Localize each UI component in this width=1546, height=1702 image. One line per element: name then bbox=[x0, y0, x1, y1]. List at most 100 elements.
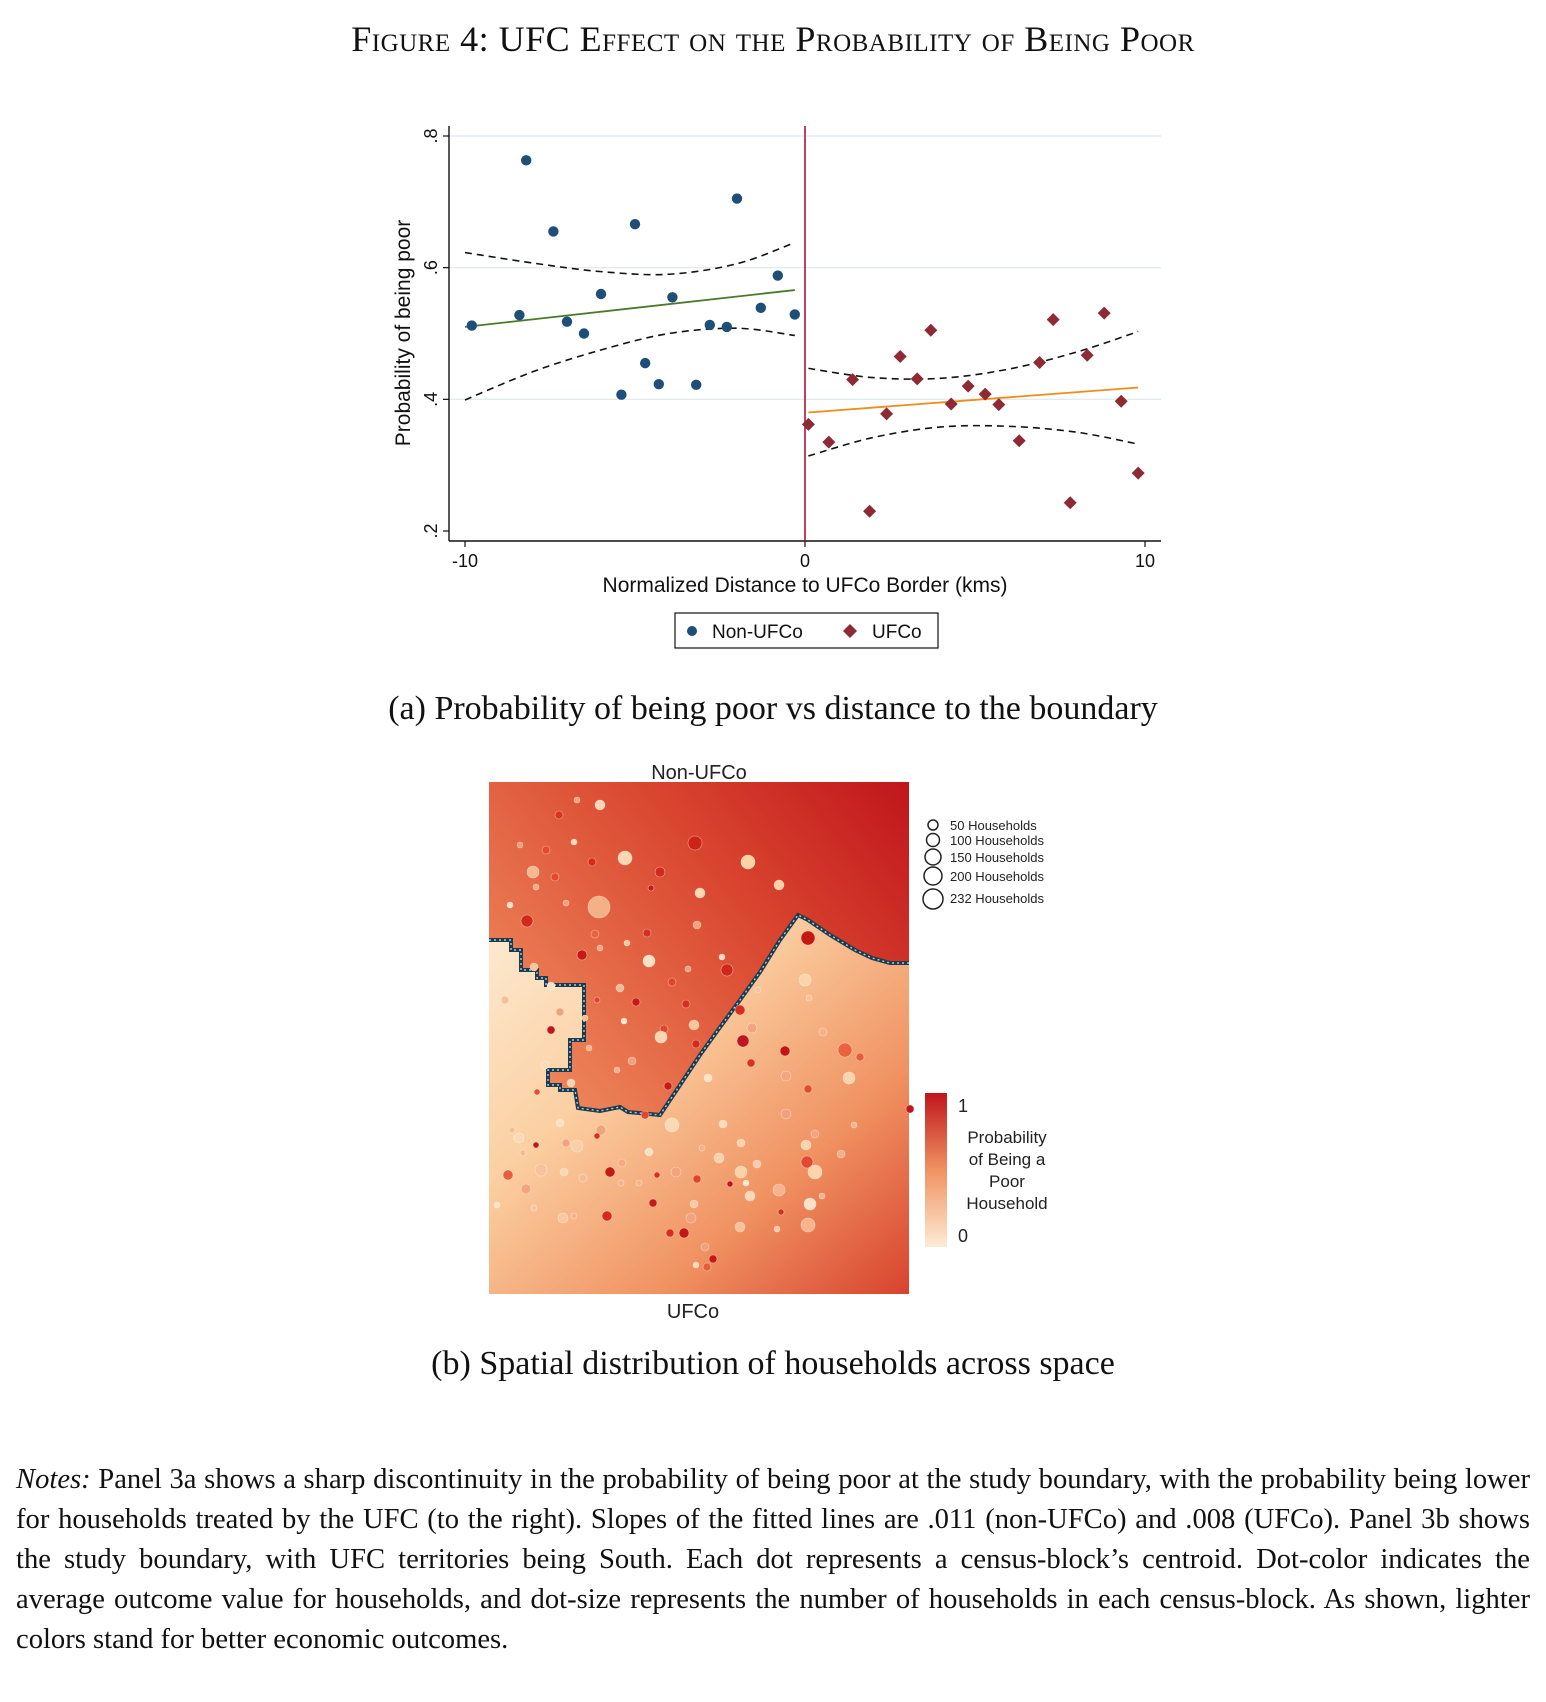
census-block-dot bbox=[905, 1104, 915, 1114]
census-block-dot bbox=[740, 854, 756, 870]
legend-marker-non-ufco bbox=[687, 626, 697, 636]
census-block-dot bbox=[516, 841, 524, 849]
data-point bbox=[466, 320, 477, 331]
census-block-dot bbox=[620, 1017, 628, 1025]
census-block-dot bbox=[667, 977, 677, 987]
census-block-dot bbox=[685, 1212, 697, 1224]
census-block-dot bbox=[576, 949, 588, 961]
census-block-dot bbox=[742, 1179, 750, 1187]
census-block-dot bbox=[541, 845, 551, 855]
data-point bbox=[910, 372, 924, 386]
colorbar-max-label: 1 bbox=[958, 1096, 968, 1116]
census-block-dot bbox=[623, 939, 631, 947]
census-block-dot bbox=[744, 1190, 756, 1202]
data-point bbox=[1131, 466, 1145, 480]
census-block-dot bbox=[590, 929, 600, 939]
data-point bbox=[801, 417, 815, 431]
chart-labels: .2 .4 .6 .8 -10 0 10 Normalized Distance to UFC… bbox=[392, 128, 1155, 597]
size-legend-label: 50 Households bbox=[950, 818, 1037, 833]
data-point bbox=[721, 321, 732, 333]
census-block-dot bbox=[720, 963, 734, 977]
census-block-dot bbox=[642, 954, 656, 968]
census-block-dot bbox=[773, 1225, 781, 1233]
census-block-dot bbox=[532, 883, 540, 891]
census-block-dot bbox=[746, 1058, 756, 1068]
data-point bbox=[1080, 348, 1094, 362]
size-legend-circle bbox=[924, 848, 942, 866]
census-block-dot bbox=[529, 962, 539, 972]
legend-marker-ufco bbox=[843, 624, 857, 638]
census-block-dot bbox=[519, 1149, 527, 1157]
data-point bbox=[704, 319, 715, 331]
size-legend-label: 200 Households bbox=[950, 869, 1044, 884]
census-block-dot bbox=[798, 973, 812, 987]
data-point bbox=[822, 435, 836, 449]
data-point bbox=[667, 292, 678, 303]
census-block-dot bbox=[736, 1034, 750, 1048]
census-block-dot bbox=[803, 1084, 813, 1094]
census-block-dot bbox=[557, 1212, 569, 1224]
data-point bbox=[561, 316, 573, 327]
census-block-dot bbox=[587, 857, 597, 867]
census-block-dot bbox=[800, 1217, 816, 1233]
data-point bbox=[629, 219, 641, 230]
size-legend-circle bbox=[925, 832, 941, 848]
data-point bbox=[514, 309, 525, 321]
data-point bbox=[578, 328, 590, 339]
census-block-dot bbox=[570, 838, 578, 846]
x-tick-label: -10 bbox=[452, 551, 478, 571]
census-block-dot bbox=[566, 1078, 576, 1088]
fitted-line bbox=[464, 289, 795, 328]
census-block-dot bbox=[850, 1121, 858, 1129]
census-block-dot bbox=[807, 1164, 823, 1180]
data-point bbox=[640, 357, 651, 369]
data-point bbox=[863, 504, 877, 518]
size-legend-circle bbox=[927, 819, 939, 831]
census-block-dot bbox=[653, 1171, 661, 1179]
census-block-dot bbox=[692, 920, 702, 930]
notes-text: Panel 3a shows a sharp discontinuity in … bbox=[16, 1464, 1530, 1655]
data-point bbox=[880, 407, 894, 421]
census-block-dot bbox=[532, 1141, 540, 1149]
map-label-non-ufco: Non-UFCo bbox=[651, 762, 747, 784]
census-block-dot bbox=[708, 1254, 718, 1264]
chart-legend: Non-UFCo UFCo bbox=[674, 612, 939, 649]
x-tick-label: 0 bbox=[800, 551, 810, 571]
y-axis-title: Probability of being poor bbox=[392, 220, 415, 446]
census-block-dot bbox=[604, 1166, 616, 1178]
census-block-dot bbox=[818, 1027, 828, 1037]
census-block-dot bbox=[805, 994, 813, 1002]
census-block-dot bbox=[601, 1210, 613, 1222]
census-block-dot bbox=[713, 1152, 725, 1164]
census-block-dot bbox=[803, 1197, 817, 1211]
census-block-dot bbox=[681, 999, 691, 1009]
legend-label: UFCo bbox=[872, 622, 922, 643]
data-point bbox=[992, 398, 1006, 412]
census-block-dot bbox=[508, 1126, 516, 1134]
chart-axes bbox=[443, 126, 1161, 547]
census-block-dot bbox=[493, 1201, 501, 1209]
y-tick-label: .2 bbox=[421, 523, 441, 538]
census-block-dot bbox=[684, 965, 692, 973]
legend-label: Non-UFCo bbox=[712, 622, 803, 643]
census-block-dot bbox=[627, 1056, 637, 1066]
figure-title: Figure 4: UFC Effect on the Probability … bbox=[351, 19, 1195, 59]
census-block-dot bbox=[842, 1071, 856, 1085]
size-legend-circle bbox=[923, 866, 943, 886]
census-block-dot bbox=[526, 865, 540, 879]
size-legend: 50 Households 100 Households 150 Househo… bbox=[922, 818, 1044, 910]
census-block-dot bbox=[562, 899, 570, 907]
census-block-dot bbox=[810, 1129, 820, 1139]
census-block-dot bbox=[718, 953, 726, 961]
census-block-dot bbox=[688, 1019, 700, 1031]
census-block-dot bbox=[654, 866, 666, 878]
colorbar-title-line: Probability bbox=[967, 1128, 1047, 1147]
census-block-dot bbox=[702, 1262, 712, 1272]
census-block-dot bbox=[773, 879, 785, 891]
census-block-dot bbox=[550, 872, 560, 882]
census-block-dot bbox=[546, 981, 556, 991]
census-block-dot bbox=[596, 944, 604, 952]
census-block-dot bbox=[520, 914, 534, 928]
census-block-dot bbox=[533, 1088, 541, 1096]
map-region-south bbox=[489, 915, 909, 1294]
